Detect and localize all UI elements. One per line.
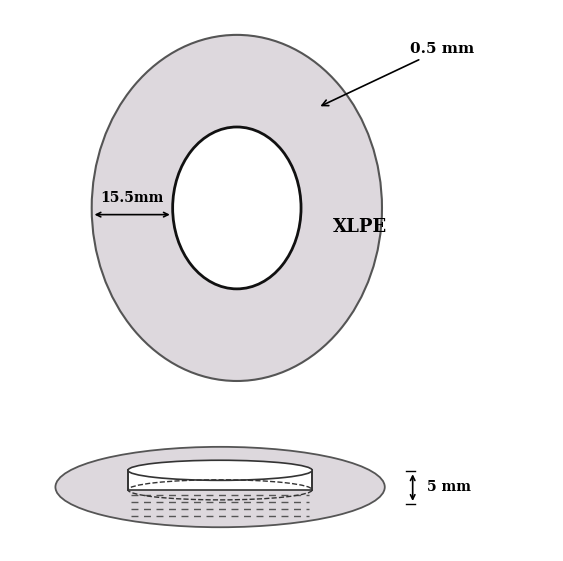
Text: 15.5mm: 15.5mm bbox=[100, 191, 164, 205]
Text: XLPE: XLPE bbox=[333, 218, 387, 237]
Bar bbox=[128, 470, 312, 490]
Text: 0.5 mm: 0.5 mm bbox=[322, 42, 474, 105]
Ellipse shape bbox=[92, 35, 382, 381]
Ellipse shape bbox=[128, 460, 312, 480]
Ellipse shape bbox=[173, 127, 301, 289]
Text: 5 mm: 5 mm bbox=[427, 480, 471, 494]
Ellipse shape bbox=[55, 447, 385, 527]
